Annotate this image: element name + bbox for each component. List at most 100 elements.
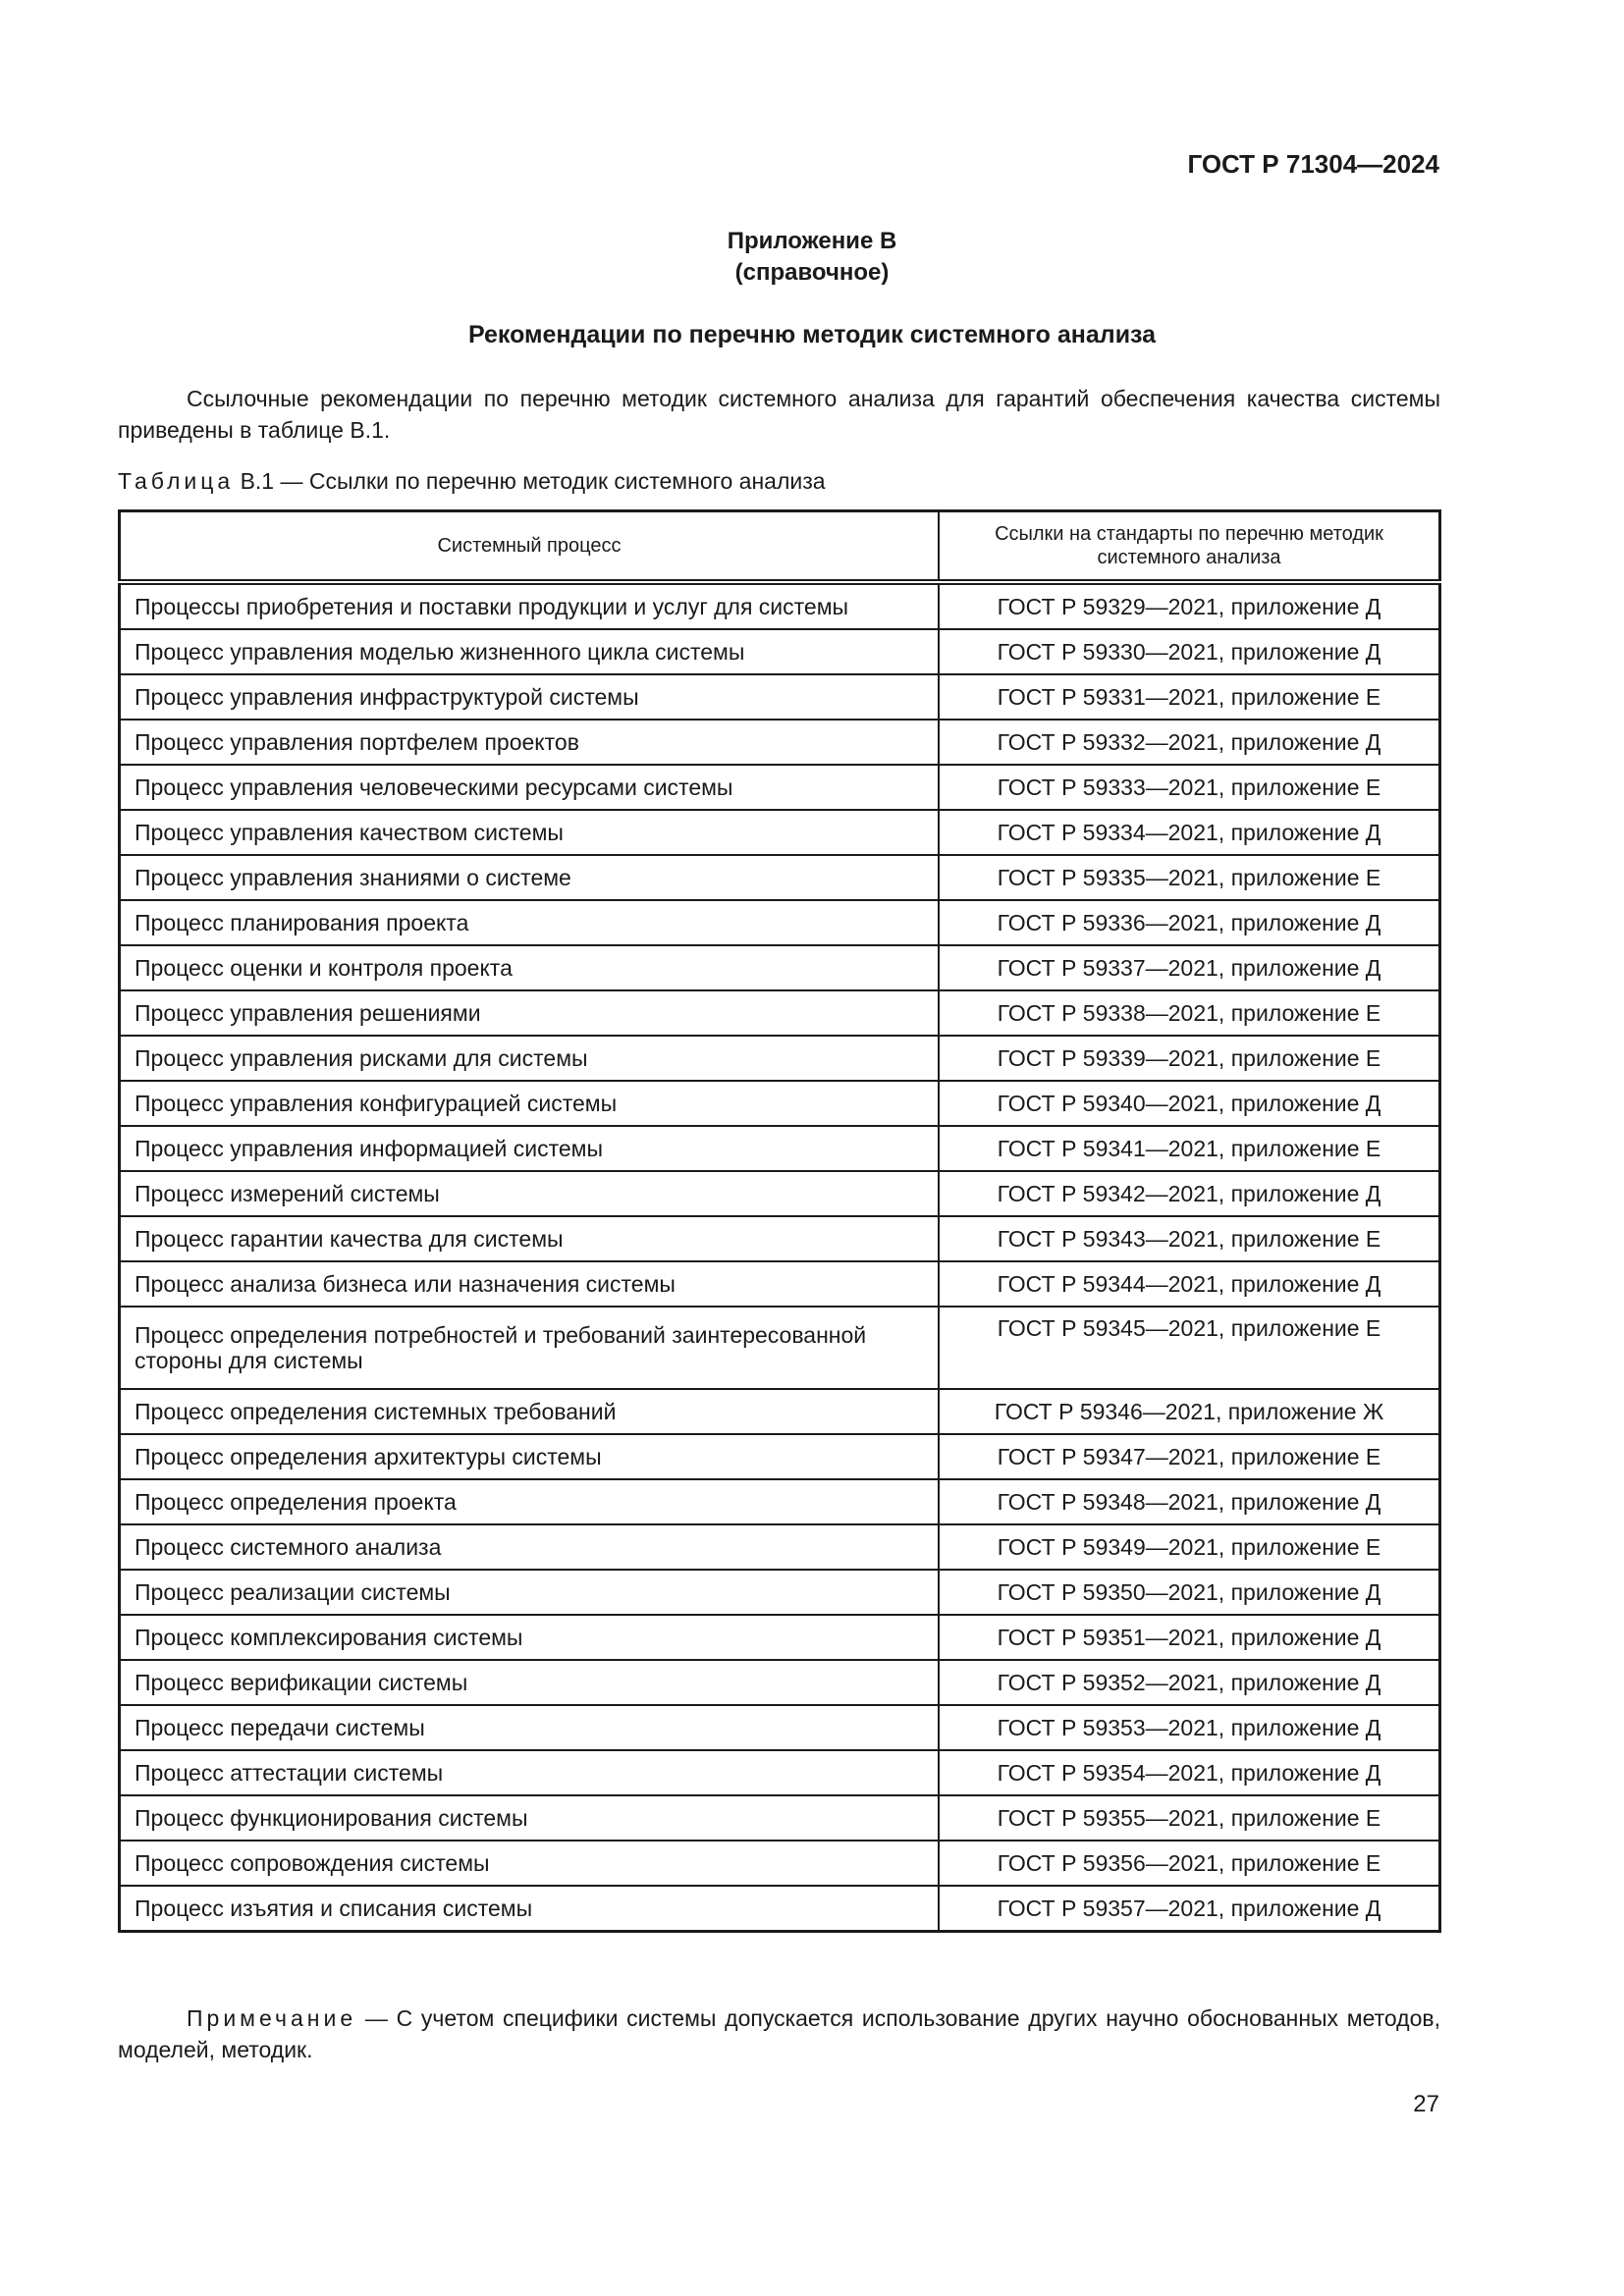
table-caption: Таблица В.1 — Ссылки по перечню методик …: [118, 468, 826, 495]
annex-title: Приложение В: [727, 228, 897, 254]
table-row: Процесс аттестации системы ГОСТ Р 59354—2…: [118, 1749, 1441, 1796]
process-cell: Процесс комплексирования системы: [118, 1614, 940, 1661]
references-table: Системный процесс Ссылки на стандарты по…: [118, 509, 1441, 1933]
process-cell: Процесс аттестации системы: [118, 1749, 940, 1796]
table-row: Процесс управления портфелем проектов ГОС…: [118, 719, 1441, 766]
process-cell: Процесс измерений системы: [118, 1170, 940, 1217]
reference-cell: ГОСТ Р 59334—2021, приложение Д: [938, 809, 1441, 856]
table-row: Процесс управления человеческими ресурса…: [118, 764, 1441, 811]
reference-cell: ГОСТ Р 59333—2021, приложение Е: [938, 764, 1441, 811]
table-row: Процесс определения проекта ГОСТ Р 59348—…: [118, 1478, 1441, 1525]
process-cell: Процессы приобретения и поставки продукц…: [118, 581, 940, 630]
table-row: Процесс определения архитектуры системы Г…: [118, 1433, 1441, 1480]
reference-cell: ГОСТ Р 59345—2021, приложение Е: [938, 1306, 1441, 1390]
table-caption-label: Таблица: [118, 468, 235, 494]
table-row: Процесс управления инфраструктурой систе…: [118, 673, 1441, 721]
table-row: Процессы приобретения и поставки продукц…: [118, 581, 1441, 630]
table-row: Процесс управления конфигурацией системы…: [118, 1080, 1441, 1127]
note-text: — С учетом специфики системы допускается…: [118, 2005, 1440, 2062]
section-title: Рекомендации по перечню методик системно…: [467, 321, 1157, 348]
table-note: Примечание — С учетом специфики системы …: [118, 2002, 1440, 2065]
reference-cell: ГОСТ Р 59335—2021, приложение Е: [938, 854, 1441, 901]
process-cell: Процесс гарантии качества для системы: [118, 1215, 940, 1262]
process-cell: Процесс оценки и контроля проекта: [118, 944, 940, 991]
column-header-references: Ссылки на стандарты по перечню методик с…: [938, 509, 1441, 585]
column-header-process: Системный процесс: [118, 509, 940, 585]
reference-cell: ГОСТ Р 59340—2021, приложение Д: [938, 1080, 1441, 1127]
table-row: Процесс системного анализа ГОСТ Р 59349—2…: [118, 1523, 1441, 1571]
process-cell: Процесс изъятия и списания системы: [118, 1885, 940, 1933]
process-cell: Процесс определения потребностей и требо…: [118, 1306, 940, 1390]
table-row: Процесс сопровождения системы ГОСТ Р 5935…: [118, 1840, 1441, 1887]
table-row: Процесс определения системных требований…: [118, 1388, 1441, 1435]
process-cell: Процесс определения системных требований: [118, 1388, 940, 1435]
reference-cell: ГОСТ Р 59329—2021, приложение Д: [938, 581, 1441, 630]
process-cell: Процесс передачи системы: [118, 1704, 940, 1751]
note-label: Примечание: [187, 2005, 357, 2031]
reference-cell: ГОСТ Р 59353—2021, приложение Д: [938, 1704, 1441, 1751]
table-row: Процесс гарантии качества для системы ГОС…: [118, 1215, 1441, 1262]
reference-cell: ГОСТ Р 59330—2021, приложение Д: [938, 628, 1441, 675]
reference-cell: ГОСТ Р 59337—2021, приложение Д: [938, 944, 1441, 991]
reference-cell: ГОСТ Р 59346—2021, приложение Ж: [938, 1388, 1441, 1435]
reference-cell: ГОСТ Р 59357—2021, приложение Д: [938, 1885, 1441, 1933]
reference-cell: ГОСТ Р 59331—2021, приложение Е: [938, 673, 1441, 721]
table-row: Процесс верификации системы ГОСТ Р 59352—…: [118, 1659, 1441, 1706]
process-cell: Процесс анализа бизнеса или назначения с…: [118, 1260, 940, 1308]
table-row: Процесс определения потребностей и требо…: [118, 1306, 1441, 1390]
reference-cell: ГОСТ Р 59348—2021, приложение Д: [938, 1478, 1441, 1525]
table-row: Процесс измерений системы ГОСТ Р 59342—20…: [118, 1170, 1441, 1217]
table-row: Процесс планирования проекта ГОСТ Р 59336…: [118, 899, 1441, 946]
reference-cell: ГОСТ Р 59336—2021, приложение Д: [938, 899, 1441, 946]
reference-cell: ГОСТ Р 59343—2021, приложение Е: [938, 1215, 1441, 1262]
annex-status: (справочное): [734, 259, 890, 286]
process-cell: Процесс определения проекта: [118, 1478, 940, 1525]
reference-cell: ГОСТ Р 59338—2021, приложение Е: [938, 989, 1441, 1037]
process-cell: Процесс функционирования системы: [118, 1794, 940, 1842]
process-cell: Процесс реализации системы: [118, 1569, 940, 1616]
table-row: Процесс управления качеством системы ГОСТ…: [118, 809, 1441, 856]
process-cell: Процесс определения архитектуры системы: [118, 1433, 940, 1480]
reference-cell: ГОСТ Р 59342—2021, приложение Д: [938, 1170, 1441, 1217]
reference-cell: ГОСТ Р 59356—2021, приложение Е: [938, 1840, 1441, 1887]
table-row: Процесс управления моделью жизненного ци…: [118, 628, 1441, 675]
process-cell: Процесс управления рисками для системы: [118, 1035, 940, 1082]
process-cell: Процесс планирования проекта: [118, 899, 940, 946]
table-row: Процесс функционирования системы ГОСТ Р 5…: [118, 1794, 1441, 1842]
process-cell: Процесс управления человеческими ресурса…: [118, 764, 940, 811]
reference-cell: ГОСТ Р 59352—2021, приложение Д: [938, 1659, 1441, 1706]
document-id: ГОСТ Р 71304—2024: [1187, 149, 1439, 179]
process-cell: Процесс управления решениями: [118, 989, 940, 1037]
table-row: Процесс анализа бизнеса или назначения с…: [118, 1260, 1441, 1308]
reference-cell: ГОСТ Р 59332—2021, приложение Д: [938, 719, 1441, 766]
process-cell: Процесс управления информацией системы: [118, 1125, 940, 1172]
table-row: Процесс управления информацией системы ГО…: [118, 1125, 1441, 1172]
process-cell: Процесс верификации системы: [118, 1659, 940, 1706]
process-cell: Процесс управления моделью жизненного ци…: [118, 628, 940, 675]
table-row: Процесс управления знаниями о системе ГОС…: [118, 854, 1441, 901]
reference-cell: ГОСТ Р 59354—2021, приложение Д: [938, 1749, 1441, 1796]
table-row: Процесс оценки и контроля проекта ГОСТ Р …: [118, 944, 1441, 991]
table-row: Процесс изъятия и списания системы ГОСТ Р…: [118, 1885, 1441, 1933]
table-row: Процесс передачи системы ГОСТ Р 59353—202…: [118, 1704, 1441, 1751]
table-row: Процесс реализации системы ГОСТ Р 59350—2…: [118, 1569, 1441, 1616]
table-header-row: Системный процесс Ссылки на стандарты по…: [118, 509, 1441, 585]
page-number: 27: [1413, 2091, 1439, 2117]
process-cell: Процесс управления качеством системы: [118, 809, 940, 856]
reference-cell: ГОСТ Р 59351—2021, приложение Д: [938, 1614, 1441, 1661]
table-row: Процесс комплексирования системы ГОСТ Р 5…: [118, 1614, 1441, 1661]
reference-cell: ГОСТ Р 59339—2021, приложение Е: [938, 1035, 1441, 1082]
process-cell: Процесс управления конфигурацией системы: [118, 1080, 940, 1127]
process-cell: Процесс сопровождения системы: [118, 1840, 940, 1887]
process-cell: Процесс управления портфелем проектов: [118, 719, 940, 766]
reference-cell: ГОСТ Р 59344—2021, приложение Д: [938, 1260, 1441, 1308]
intro-paragraph: Ссылочные рекомендации по перечню методи…: [118, 386, 1440, 443]
table-row: Процесс управления рисками для системы ГО…: [118, 1035, 1441, 1082]
reference-cell: ГОСТ Р 59355—2021, приложение Е: [938, 1794, 1441, 1842]
reference-cell: ГОСТ Р 59350—2021, приложение Д: [938, 1569, 1441, 1616]
table-caption-text: В.1 — Ссылки по перечню методик системно…: [240, 468, 826, 494]
table-row: Процесс управления решениями ГОСТ Р 59338…: [118, 989, 1441, 1037]
process-cell: Процесс управления инфраструктурой систе…: [118, 673, 940, 721]
reference-cell: ГОСТ Р 59349—2021, приложение Е: [938, 1523, 1441, 1571]
process-cell: Процесс системного анализа: [118, 1523, 940, 1571]
